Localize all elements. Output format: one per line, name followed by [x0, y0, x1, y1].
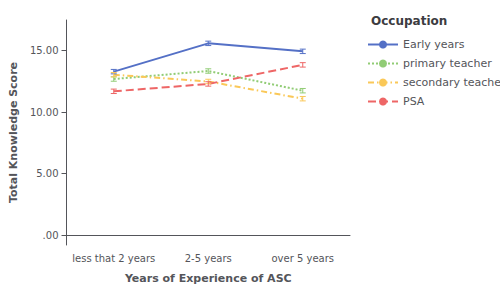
svg-text:15.00: 15.00: [30, 45, 59, 56]
svg-text:secondary teacher: secondary teacher: [403, 76, 500, 89]
svg-text:2-5 years: 2-5 years: [185, 253, 232, 264]
svg-text:10.00: 10.00: [30, 107, 59, 118]
svg-text:over 5 years: over 5 years: [271, 253, 334, 264]
svg-text:5.00: 5.00: [36, 168, 58, 179]
svg-text:PSA: PSA: [403, 95, 425, 108]
svg-text:Occupation: Occupation: [371, 14, 447, 28]
svg-text:less that 2 years: less that 2 years: [72, 253, 155, 264]
svg-text:.00: .00: [43, 230, 59, 241]
svg-text:Years of Experience of ASC: Years of Experience of ASC: [124, 272, 292, 285]
svg-text:primary teacher: primary teacher: [403, 57, 492, 70]
svg-text:Early years: Early years: [403, 38, 465, 51]
svg-text:Total Knowledge Score: Total Knowledge Score: [7, 62, 20, 203]
